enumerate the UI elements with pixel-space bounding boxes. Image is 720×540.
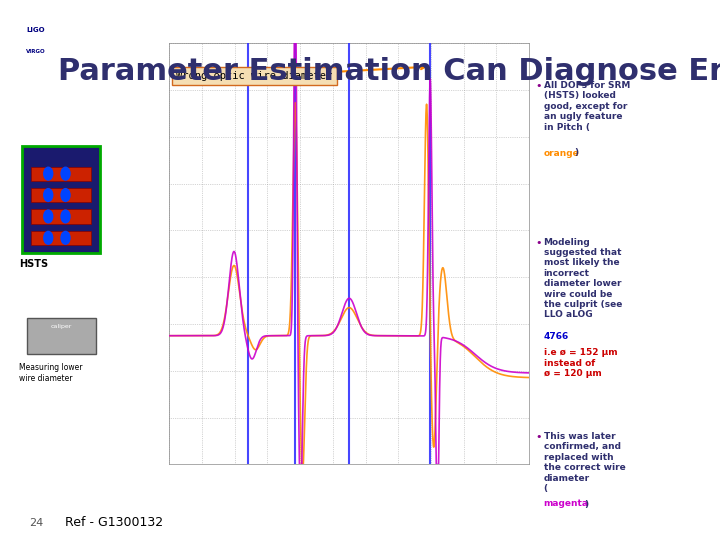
Text: caliper: caliper	[50, 324, 72, 329]
Text: 4766: 4766	[544, 332, 569, 341]
Circle shape	[60, 188, 71, 202]
Text: Parameter Estimation Can Diagnose Errors: Parameter Estimation Can Diagnose Errors	[58, 57, 720, 86]
Circle shape	[60, 210, 71, 224]
Bar	[27, 318, 96, 354]
Circle shape	[43, 210, 53, 224]
Text: S: S	[672, 31, 682, 45]
Text: •: •	[535, 81, 541, 91]
Text: magenta: magenta	[544, 500, 589, 509]
Circle shape	[43, 188, 53, 202]
Text: 24: 24	[29, 518, 43, 529]
Text: LIGO: LIGO	[27, 26, 45, 33]
Text: Modeling
suggested that
most likely the
incorrect
diameter lower
wire could be
t: Modeling suggested that most likely the …	[544, 238, 622, 319]
Text: orange: orange	[544, 148, 580, 158]
Text: ): )	[575, 148, 579, 158]
Bar	[31, 166, 91, 181]
Circle shape	[43, 166, 53, 181]
Bar	[31, 188, 91, 202]
Text: Wrong optic wire diameter: Wrong optic wire diameter	[176, 65, 425, 82]
Text: HSTS: HSTS	[19, 259, 48, 269]
Text: This was later
confirmed, and
replaced with
the correct wire
diameter
(: This was later confirmed, and replaced w…	[544, 432, 626, 493]
Text: All DOFs for SRM
(HSTS) looked
good, except for
an ugly feature
in Pitch (: All DOFs for SRM (HSTS) looked good, exc…	[544, 81, 630, 132]
Text: Ref - G1300132: Ref - G1300132	[65, 516, 163, 530]
Circle shape	[60, 231, 71, 245]
Circle shape	[60, 166, 71, 181]
Text: •: •	[535, 238, 541, 248]
Text: Measuring lower
wire diameter: Measuring lower wire diameter	[19, 363, 83, 383]
Bar	[31, 231, 91, 245]
Text: ): )	[584, 500, 588, 509]
Circle shape	[43, 231, 53, 245]
Bar	[31, 210, 91, 224]
Text: i.e ø = 152 μm
instead of
ø = 120 μm: i.e ø = 152 μm instead of ø = 120 μm	[544, 348, 617, 378]
Text: •: •	[535, 432, 541, 442]
Text: VIRGO: VIRGO	[26, 49, 46, 54]
